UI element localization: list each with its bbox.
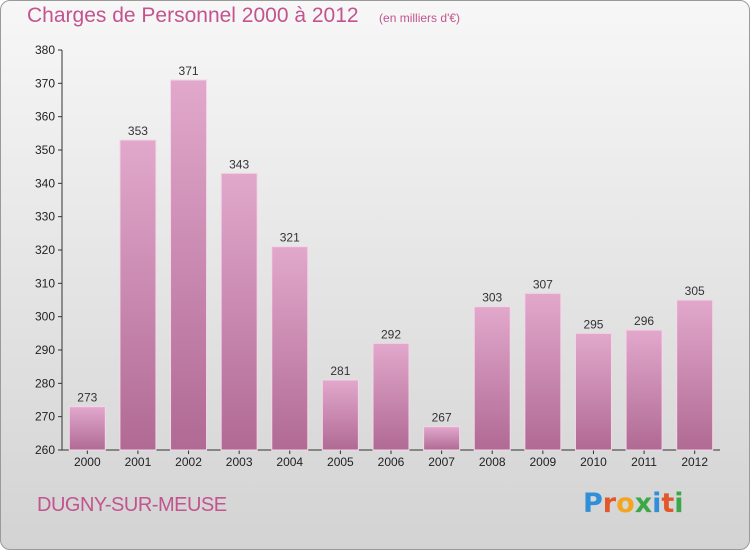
logo-letter: P	[583, 488, 603, 519]
x-tick-label: 2011	[631, 455, 657, 469]
x-tick-label: 2000	[74, 455, 101, 469]
x-tick-label: 2003	[226, 455, 253, 469]
bar-value-label: 296	[634, 314, 654, 328]
bar-value-label: 353	[128, 124, 148, 138]
bar-value-label: 295	[583, 317, 603, 331]
logo-letter: x	[634, 488, 653, 519]
bar	[423, 426, 461, 451]
y-tick-label: 280	[35, 376, 55, 390]
x-tick-label: 2007	[428, 455, 455, 469]
y-tick-label: 340	[35, 176, 55, 190]
bar	[625, 329, 663, 451]
chart-subtitle: (en milliers d'€)	[379, 11, 461, 25]
town-name: DUGNY-SUR-MEUSE	[37, 494, 227, 516]
y-tick-label: 360	[35, 110, 55, 124]
y-tick-label: 380	[35, 43, 55, 57]
y-tick-label: 290	[35, 343, 55, 357]
bar	[524, 292, 562, 451]
x-tick-label: 2001	[125, 455, 152, 469]
bar-value-label: 273	[77, 391, 97, 405]
chart-data-labels: 273 353 371 343 321 281 292 267 303 307 295 296 305	[77, 64, 705, 425]
bar	[372, 342, 410, 451]
y-tick-label: 310	[35, 276, 55, 290]
bar	[170, 79, 208, 451]
x-tick-label: 2005	[327, 455, 354, 469]
bar	[68, 406, 106, 451]
y-tick-label: 370	[35, 76, 55, 90]
x-tick-label: 2010	[580, 455, 607, 469]
chart-bars	[68, 79, 714, 451]
x-tick-label: 2004	[276, 455, 303, 469]
logo-letter: i	[652, 488, 662, 519]
bar-value-label: 281	[330, 364, 350, 378]
x-tick-label: 2012	[681, 455, 708, 469]
bar	[574, 332, 612, 451]
bar-value-label: 307	[533, 277, 553, 291]
bar-value-label: 292	[381, 327, 401, 341]
bar	[676, 299, 714, 451]
bar	[220, 172, 258, 451]
proxiti-logo: Proxiti	[583, 488, 684, 519]
x-tick-label: 2008	[479, 455, 506, 469]
logo-letter: o	[616, 488, 635, 519]
y-tick-label: 350	[35, 143, 55, 157]
bar-value-label: 321	[280, 231, 300, 245]
bar-value-label: 343	[229, 157, 249, 171]
logo-letter: t	[661, 488, 675, 519]
y-tick-label: 300	[35, 310, 55, 324]
x-tick-label: 2009	[529, 455, 556, 469]
bar	[119, 139, 157, 451]
bar-value-label: 305	[685, 284, 705, 298]
x-tick-label: 2006	[378, 455, 405, 469]
bar-value-label: 267	[432, 411, 452, 425]
bar	[271, 246, 309, 451]
chart-title: Charges de Personnel 2000 à 2012	[27, 4, 359, 27]
logo-letter: i	[674, 488, 684, 519]
y-tick-label: 330	[35, 210, 55, 224]
y-tick-label: 270	[35, 410, 55, 424]
chart-axes: 260 270 280 290 300 310 320 330 340 350 360 370 380 2…	[35, 43, 720, 469]
bar	[321, 379, 359, 451]
logo-letter: r	[602, 488, 617, 519]
x-tick-label: 2002	[175, 455, 202, 469]
bar-value-label: 371	[179, 64, 199, 78]
bar	[473, 306, 511, 451]
chart-header: Charges de Personnel 2000 à 2012 (en mil…	[27, 4, 460, 28]
y-tick-label: 320	[35, 243, 55, 257]
y-tick-label: 260	[35, 443, 55, 457]
bar-value-label: 303	[482, 291, 502, 305]
